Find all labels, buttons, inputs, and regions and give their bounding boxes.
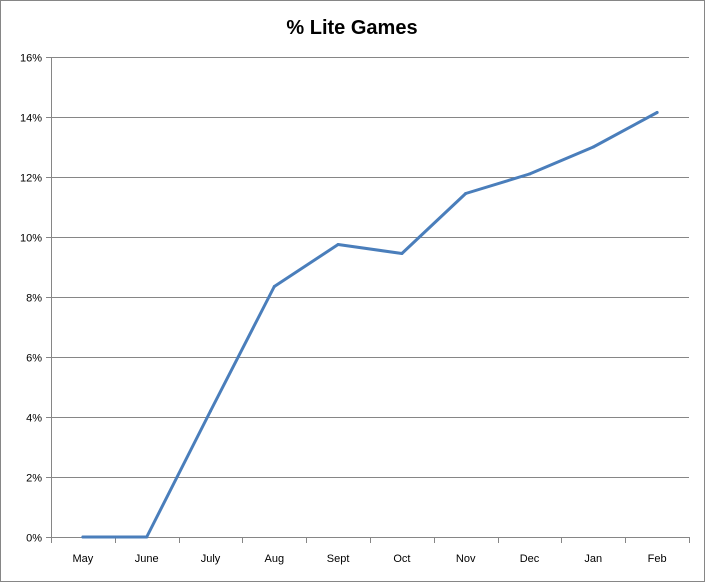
y-tick-label: 8%	[26, 293, 42, 305]
data-point	[400, 252, 404, 255]
data-point	[336, 243, 340, 246]
data-point	[145, 535, 149, 539]
data-point	[655, 111, 659, 114]
gridlines	[51, 57, 689, 478]
y-tick-label: 12%	[20, 173, 42, 185]
y-tick-label: 2%	[26, 473, 42, 485]
x-tick-label: Jan	[584, 553, 602, 565]
y-tick-label: 0%	[26, 533, 42, 545]
x-tick-label: Sept	[327, 553, 350, 565]
data-point	[464, 192, 468, 195]
x-tick-label: June	[135, 553, 159, 565]
y-tick-label: 16%	[20, 53, 42, 65]
data-point	[272, 285, 276, 288]
y-tick-label: 6%	[26, 353, 42, 365]
y-tick-labels: 0% 2% 4% 6% 8% 10% 12% 14% 16%	[20, 53, 42, 545]
data-point	[81, 535, 85, 539]
x-tick-label: Oct	[393, 553, 410, 565]
x-tick-labels: May June July Aug Sept Oct Nov Dec Jan Feb	[73, 553, 667, 565]
y-tick-label: 4%	[26, 413, 42, 425]
x-tick-label: Feb	[648, 553, 667, 565]
x-tick-label: May	[73, 553, 94, 565]
axes	[46, 57, 690, 543]
y-tick-label: 14%	[20, 113, 42, 125]
chart-title: % Lite Games	[286, 17, 417, 39]
x-tick-label: July	[201, 553, 221, 565]
series-group	[81, 111, 659, 539]
x-tick-label: Nov	[456, 553, 476, 565]
data-point	[591, 145, 595, 149]
data-point	[209, 409, 212, 413]
y-tick-label: 10%	[20, 233, 42, 245]
x-tick-label: Dec	[520, 553, 540, 565]
data-point	[528, 172, 531, 176]
x-tick-label: Aug	[265, 553, 285, 565]
series-line-0	[81, 111, 659, 539]
